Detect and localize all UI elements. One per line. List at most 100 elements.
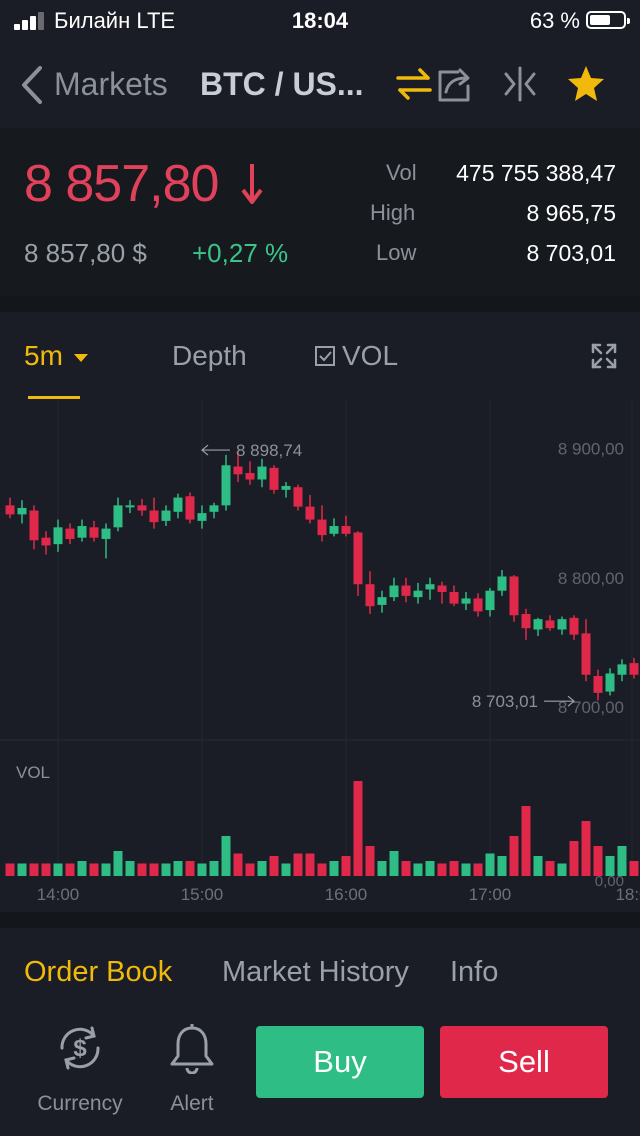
candle-body [293,487,303,507]
tab-info[interactable]: Info [450,956,499,988]
volume-bar [533,856,543,876]
volume-bar [473,863,483,876]
candlestick-chart[interactable]: 8 900,00 8 800,00 8 700,00 14:00 15:00 16:00 1… [0,400,640,910]
bell-icon [170,1024,214,1074]
volume-bar [425,861,435,876]
candle-body [161,510,171,521]
y-tick-label: 8 800,00 [558,569,624,588]
status-bar: Билайн LTE 18:04 63 % [0,0,640,42]
alert-button[interactable]: Alert [132,1020,252,1120]
y-tick-label: 8 700,00 [558,698,624,717]
swap-icon[interactable] [394,64,434,104]
volume-bar [329,861,339,876]
vol-label: Vol [386,160,417,185]
candle-body [329,526,339,534]
volume-bar [197,863,207,876]
volume-bar [485,853,495,876]
ticker-panel: 8 857,80 8 857,80 $ +0,27 % Vol 475 755 … [0,128,640,296]
candle-body [149,510,159,523]
volume-bar [149,863,159,876]
chevron-left-icon[interactable] [18,64,46,106]
candle-body [17,507,27,515]
arrow-down-icon [241,164,263,204]
share-icon[interactable] [436,64,476,104]
signal-icon [14,12,48,30]
candle-body [485,590,495,611]
candle-body [65,528,75,539]
pair-title[interactable]: BTC / US... [200,66,364,102]
candle-body [41,537,51,546]
candle-body [341,526,351,534]
candle-body [365,584,375,607]
candle-body [461,598,471,604]
currency-icon: $ [60,1026,100,1070]
vol-tab-label: VOL [342,340,399,371]
volume-bar [17,863,27,876]
high-marker-label: 8 898,74 [236,441,302,460]
star-icon[interactable] [566,64,606,104]
volume-bar [305,853,315,876]
candle-body [413,590,423,598]
volume-bar [377,861,387,876]
high-value: 8 965,75 [526,200,616,226]
x-tick-label: 16:00 [325,885,368,904]
volume-bar [209,861,219,876]
section-divider [0,296,640,312]
volume-bar [245,863,255,876]
tab-underline [28,396,80,399]
volume-bar [257,861,267,876]
volume-bar [617,846,627,876]
volume-bar [281,863,291,876]
volume-bar [569,841,579,876]
alert-label: Alert [170,1092,214,1115]
candle-body [245,473,255,480]
volume-bar [41,863,51,876]
clock: 18:04 [291,8,349,33]
volume-bar [401,861,411,876]
volume-bar [53,863,63,876]
vol-axis-label: VOL [16,763,50,782]
candle-body [209,505,219,512]
volume-bar [389,851,399,876]
checkbox-icon [315,346,335,366]
fullscreen-icon[interactable] [590,342,618,370]
x-tick-label: 18:0 [615,885,640,904]
volume-layer [5,781,639,876]
candle-body [617,664,627,675]
back-button[interactable]: Markets [54,66,168,102]
candle-body [377,597,387,605]
volume-bar [461,863,471,876]
buy-button[interactable]: Buy [256,1026,424,1098]
volume-bar [545,861,555,876]
tab-interval[interactable]: 5m [24,340,89,372]
tab-market-history[interactable]: Market History [222,956,409,988]
candle-body [305,506,315,520]
candle-body [569,617,579,635]
candle-body [233,466,243,475]
candle-body [425,584,435,590]
low-label: Low [376,240,417,265]
chart-canvas[interactable]: 8 900,00 8 800,00 8 700,00 14:00 15:00 16:00 1… [0,400,640,910]
volume-bar [341,856,351,876]
last-price: 8 857,80 [24,155,219,213]
volume-bar [137,863,147,876]
candle-body [593,676,603,693]
currency-button[interactable]: $ Currency [20,1020,140,1120]
tab-order-book[interactable]: Order Book [24,956,173,988]
caret-down-icon [73,353,88,362]
battery-icon [586,11,630,29]
x-tick-label: 15:00 [181,885,224,904]
candle-body [629,663,639,675]
volume-bar [437,863,447,876]
tab-vol[interactable]: VOL [315,340,400,372]
volume-bar [233,853,243,876]
volume-bar [29,863,39,876]
tab-depth[interactable]: Depth [172,340,247,371]
volume-bar [113,851,123,876]
candle-body [221,465,231,506]
volume-bar [509,836,519,876]
compare-icon[interactable] [500,64,540,104]
candle-body [509,576,519,616]
candle-body [125,505,135,508]
sell-button[interactable]: Sell [440,1026,608,1098]
